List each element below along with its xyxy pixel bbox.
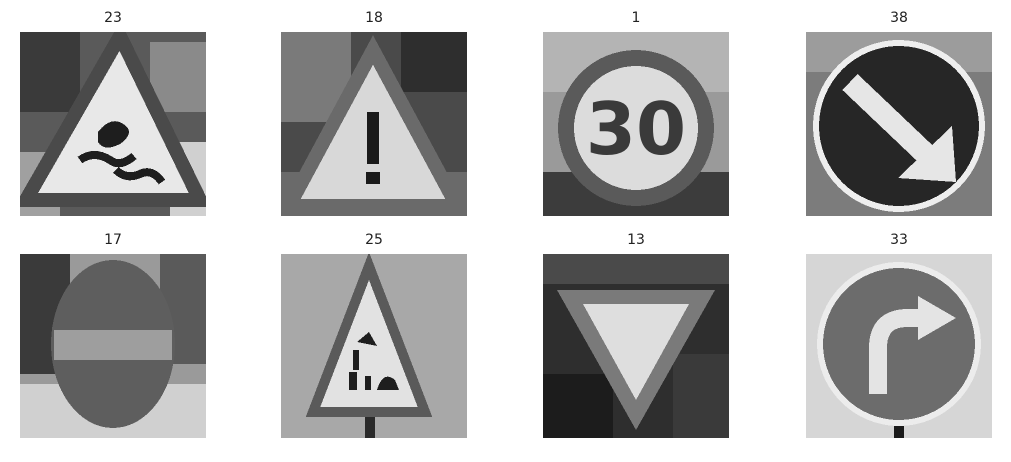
panel-title: 1 — [631, 10, 641, 26]
panel-title: 23 — [104, 10, 122, 26]
road-work-sign-image — [281, 254, 467, 438]
keep-right-sign-icon — [806, 32, 992, 216]
yield-sign-image — [543, 254, 729, 438]
no-entry-sign-image — [20, 254, 206, 438]
general-caution-sign-image — [281, 32, 467, 216]
speed-limit-30-sign-icon: 30 — [543, 32, 729, 216]
yield-sign-icon — [543, 254, 729, 438]
panel-title: 38 — [890, 10, 908, 26]
keep-right-sign-image — [806, 32, 992, 216]
panel-title: 17 — [104, 232, 122, 248]
speed-sign-text: 30 — [586, 87, 686, 171]
general-caution-sign-icon — [281, 32, 467, 216]
speed-limit-sign-image: 30 — [543, 32, 729, 216]
panel-title: 33 — [890, 232, 908, 248]
panel-title: 18 — [365, 10, 383, 26]
slippery-road-sign-image — [20, 32, 206, 216]
slippery-road-sign-icon — [20, 32, 206, 216]
panel-title: 13 — [627, 232, 645, 248]
no-entry-sign-icon — [20, 254, 206, 438]
panel-title: 25 — [365, 232, 383, 248]
turn-right-ahead-sign-icon — [806, 254, 992, 438]
turn-right-ahead-sign-image — [806, 254, 992, 438]
road-work-sign-icon — [281, 254, 467, 438]
